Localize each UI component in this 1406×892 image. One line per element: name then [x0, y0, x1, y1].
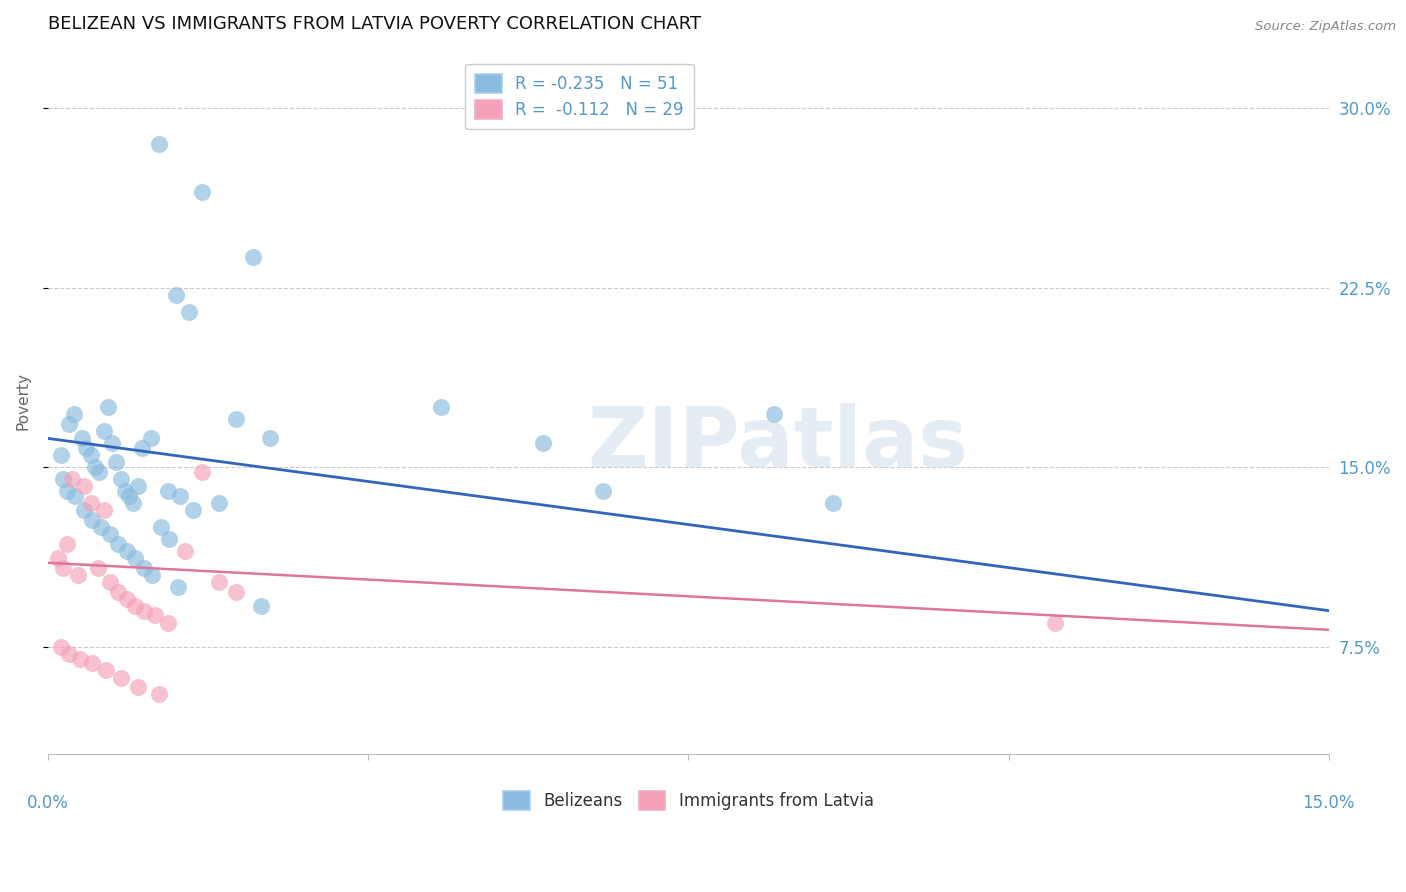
Point	[190, 185, 212, 199]
Point	[93, 424, 115, 438]
Point	[98, 574, 121, 589]
Point	[157, 532, 180, 546]
Point	[429, 401, 451, 415]
Point	[127, 680, 149, 694]
Point	[94, 664, 117, 678]
Text: Source: ZipAtlas.com: Source: ZipAtlas.com	[1256, 20, 1396, 33]
Point	[531, 436, 554, 450]
Point	[127, 479, 149, 493]
Point	[132, 604, 155, 618]
Point	[49, 448, 72, 462]
Point	[122, 496, 145, 510]
Point	[181, 503, 204, 517]
Point	[65, 489, 87, 503]
Point	[250, 599, 273, 613]
Point	[69, 651, 91, 665]
Text: 15.0%: 15.0%	[1302, 795, 1355, 813]
Point	[70, 431, 93, 445]
Point	[82, 513, 104, 527]
Text: 0.0%: 0.0%	[27, 795, 69, 813]
Point	[208, 574, 231, 589]
Point	[141, 567, 163, 582]
Point	[105, 455, 128, 469]
Point	[110, 472, 132, 486]
Point	[118, 489, 141, 503]
Point	[156, 615, 179, 630]
Point	[66, 567, 89, 582]
Point	[46, 551, 69, 566]
Point	[58, 647, 80, 661]
Point	[60, 472, 83, 486]
Point	[124, 551, 146, 566]
Point	[58, 417, 80, 431]
Point	[86, 560, 108, 574]
Point	[107, 584, 129, 599]
Point	[89, 465, 111, 479]
Point	[823, 496, 845, 510]
Point	[115, 544, 138, 558]
Text: BELIZEAN VS IMMIGRANTS FROM LATVIA POVERTY CORRELATION CHART: BELIZEAN VS IMMIGRANTS FROM LATVIA POVER…	[48, 15, 702, 33]
Point	[98, 527, 121, 541]
Point	[80, 448, 103, 462]
Point	[149, 520, 172, 534]
Point	[73, 479, 96, 493]
Point	[242, 250, 264, 264]
Point	[208, 496, 231, 510]
Point	[1045, 615, 1067, 630]
Point	[225, 412, 247, 426]
Point	[80, 496, 103, 510]
Point	[190, 465, 212, 479]
Point	[143, 608, 166, 623]
Point	[73, 503, 96, 517]
Point	[52, 560, 75, 574]
Point	[110, 671, 132, 685]
Point	[90, 520, 112, 534]
Point	[107, 537, 129, 551]
Point	[62, 408, 84, 422]
Point	[173, 544, 195, 558]
Point	[139, 431, 162, 445]
Point	[93, 503, 115, 517]
Point	[124, 599, 146, 613]
Point	[169, 489, 191, 503]
Point	[131, 441, 153, 455]
Point	[156, 483, 179, 498]
Point	[165, 288, 187, 302]
Point	[166, 580, 188, 594]
Point	[49, 640, 72, 654]
Point	[82, 657, 104, 671]
Point	[762, 408, 785, 422]
Point	[56, 537, 79, 551]
Point	[177, 304, 200, 318]
Point	[101, 436, 124, 450]
Point	[592, 483, 614, 498]
Text: ZIPatlas: ZIPatlas	[588, 403, 969, 484]
Point	[84, 460, 107, 475]
Legend: Belizeans, Immigrants from Latvia: Belizeans, Immigrants from Latvia	[496, 784, 880, 816]
Point	[259, 431, 281, 445]
Point	[52, 472, 75, 486]
Point	[132, 560, 155, 574]
Point	[148, 687, 170, 701]
Point	[56, 483, 79, 498]
Point	[115, 591, 138, 606]
Point	[148, 137, 170, 152]
Point	[76, 441, 98, 455]
Point	[225, 584, 247, 599]
Point	[114, 483, 136, 498]
Point	[97, 401, 120, 415]
Y-axis label: Poverty: Poverty	[15, 372, 30, 430]
